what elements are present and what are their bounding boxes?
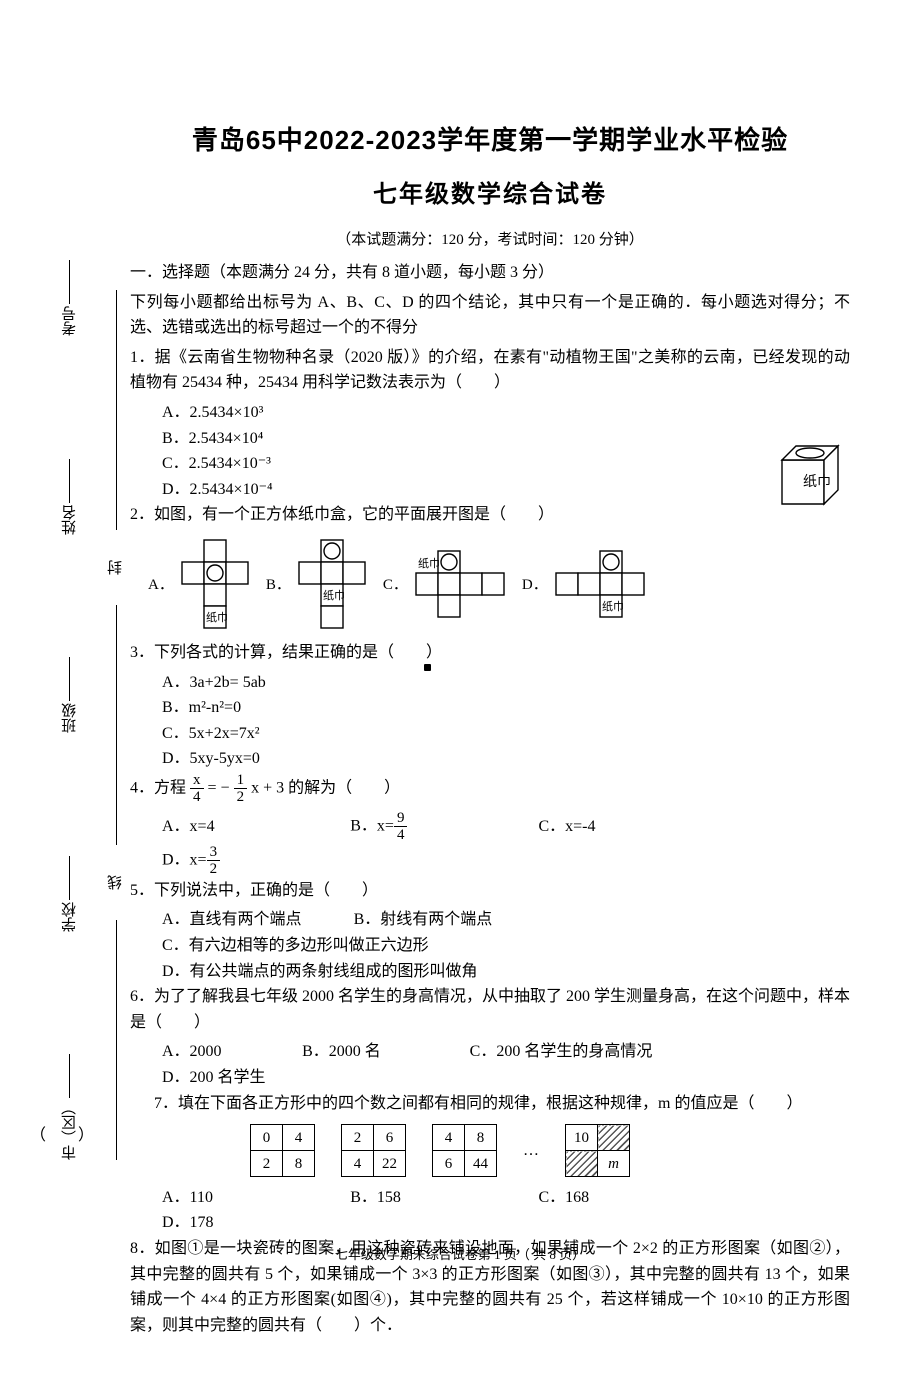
binding-column: 市（区） 学校 班级 姓名 考号 (40, 260, 100, 1160)
binding-label: 学校 (58, 856, 82, 932)
q7-grid-4: 10m (565, 1124, 630, 1177)
svg-text:纸巾: 纸巾 (418, 556, 440, 570)
q6-options: A．2000 B．2000 名 C．200 名学生的身高情况 D．200 名学生 (130, 1039, 850, 1090)
q7-grid-1: 0428 (250, 1124, 315, 1177)
q6-opt-d: D．200 名学生 (162, 1065, 266, 1091)
exam-subtitle: 七年级数学综合试卷 (130, 176, 850, 214)
binding-label: 班级 (58, 657, 82, 733)
exam-info: （本试题满分：120 分，考试时间：120 分钟） (130, 228, 850, 252)
q3-opt-b: B．m²-n²=0 (162, 695, 492, 721)
q7-opt-a: A．110 (162, 1185, 320, 1211)
question-6: 6．为了了解我县七年级 2000 名学生的身高情况，从中抽取了 200 学生测量… (130, 984, 850, 1035)
exam-title: 青岛65中2022-2023学年度第一学期学业水平检验 (130, 120, 850, 162)
seal-line-column: 封 线 (104, 290, 128, 1160)
page-content: 青岛65中2022-2023学年度第一学期学业水平检验 七年级数学综合试卷 （本… (0, 0, 920, 1382)
q2-options: A． 纸巾 B． (130, 538, 850, 632)
question-4: 4．方程 x4 = − 12 x + 3 的解为（ ） (130, 772, 850, 806)
q5-opt-d: D．有公共端点的两条射线组成的图形叫做角 (130, 959, 850, 985)
section-instruction: 下列每小题都给出标号为 A、B、C、D 的四个结论，其中只有一个是正确的．每小题… (130, 290, 850, 341)
q6-opt-a: A．2000 (162, 1039, 272, 1065)
svg-text:纸巾: 纸巾 (803, 474, 831, 490)
q1-opt-a: A．2.5434×10³ (162, 400, 492, 426)
q4-opt-d: D．x=32 (162, 844, 320, 878)
section-heading: 一．选择题（本题满分 24 分，共有 8 道小题，每小题 3 分） (130, 260, 850, 286)
q4-opt-b: B．x=94 (350, 810, 508, 844)
question-7: 7．填在下面各正方形中的四个数之间都有相同的规律，根据这种规律，m 的值应是（ … (130, 1091, 850, 1117)
fraction: x4 (190, 772, 204, 806)
q5-opt-c: C．有六边相等的多边形叫做正六边形 (130, 933, 850, 959)
q1-options: A．2.5434×10³ B．2.5434×10⁴ C．2.5434×10⁻³ … (130, 400, 850, 502)
center-marker (424, 664, 431, 671)
q2-opt-a: A． 纸巾 (148, 538, 252, 632)
question-2: 2．如图，有一个正方体纸巾盒，它的平面展开图是（ ） (130, 502, 850, 528)
q1-opt-d: D．2.5434×10⁻⁴ (162, 477, 492, 503)
q2-opt-c: C． 纸巾 (383, 549, 508, 621)
q3-opt-d: D．5xy-5yx=0 (162, 746, 492, 772)
q6-opt-c: C．200 名学生的身高情况 (470, 1039, 718, 1065)
q3-opt-a: A．3a+2b= 5ab (162, 670, 492, 696)
binding-label: 姓名 (58, 459, 82, 535)
page-footer: 七年级数学期末综合试卷第 1 页（ 共 8 页） (0, 1245, 920, 1266)
q4-opt-c: C．x=-4 (538, 814, 696, 840)
svg-text:纸巾: 纸巾 (602, 599, 624, 613)
q1-opt-c: C．2.5434×10⁻³ (162, 451, 492, 477)
q2-tissue-box: 纸巾 (776, 442, 848, 521)
q3-opt-c: C．5x+2x=7x² (162, 721, 492, 747)
q5-options: A．直线有两个端点 B．射线有两个端点 (130, 907, 850, 933)
q7-opt-d: D．178 (162, 1210, 320, 1236)
q7-grid-2: 26422 (341, 1124, 406, 1177)
q3-options: A．3a+2b= 5ab B．m²-n²=0 C．5x+2x=7x² D．5xy… (130, 670, 850, 772)
svg-text:纸巾: 纸巾 (206, 610, 228, 624)
q1-opt-b: B．2.5434×10⁴ (162, 426, 492, 452)
q2-opt-d: D． 纸巾 (522, 549, 648, 621)
q7-grids: 0428 26422 48644 … 10m (130, 1124, 850, 1177)
q5-opt-a: A．直线有两个端点 (162, 911, 302, 928)
q4-opt-a: A．x=4 (162, 814, 320, 840)
question-3: 3．下列各式的计算，结果正确的是（ ） (130, 640, 850, 666)
q6-opt-b: B．2000 名 (302, 1039, 440, 1065)
q7-grid-3: 48644 (432, 1124, 497, 1177)
fraction: 12 (234, 772, 248, 806)
q7-opt-c: C．168 (538, 1185, 696, 1211)
q4-options: A．x=4 B．x=94 C．x=-4 D．x=32 (130, 810, 850, 878)
svg-text:纸巾: 纸巾 (323, 588, 345, 602)
question-5: 5．下列说法中，正确的是（ ） (130, 878, 850, 904)
binding-label: 考号 (58, 260, 82, 336)
seal-char: 封 (104, 560, 128, 575)
q5-opt-b: B．射线有两个端点 (354, 911, 493, 928)
q2-opt-b: B． 纸巾 (266, 538, 369, 632)
question-1: 1．据《云南省生物物种名录（2020 版）》的介绍，在素有"动植物王国"之美称的… (130, 345, 850, 396)
seal-char: 线 (104, 875, 128, 890)
ellipsis: … (523, 1138, 539, 1164)
q7-opt-b: B．158 (350, 1185, 508, 1211)
q7-options: A．110 B．158 C．168 D．178 (130, 1185, 850, 1236)
